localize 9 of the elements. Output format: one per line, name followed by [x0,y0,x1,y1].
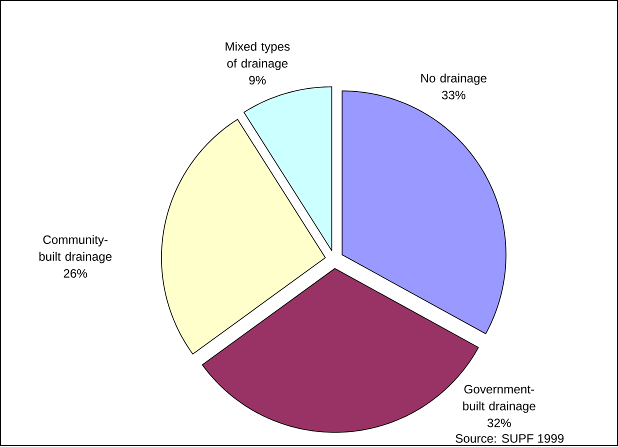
data-label: 33% [442,90,466,100]
data-label: 32% [487,418,511,428]
slice-label: Government-built drainage [463,384,536,413]
slice-label: Mixed types of drainage [226,42,290,70]
slice-label: No drainage [421,73,486,85]
data-label: 26% [64,268,88,278]
data-label: 9% [249,76,266,84]
slice-label: Community-built drainage [39,234,112,264]
source-note: Source: SUPF 1999 [456,434,564,443]
